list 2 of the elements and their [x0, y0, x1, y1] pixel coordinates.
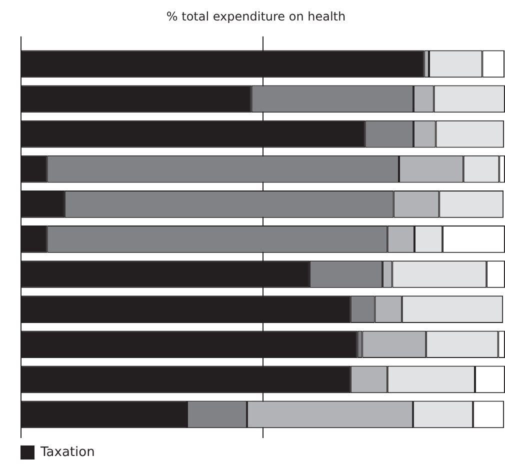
chart-title: % total expenditure on health — [166, 9, 346, 24]
legend-label: Taxation — [40, 444, 95, 460]
